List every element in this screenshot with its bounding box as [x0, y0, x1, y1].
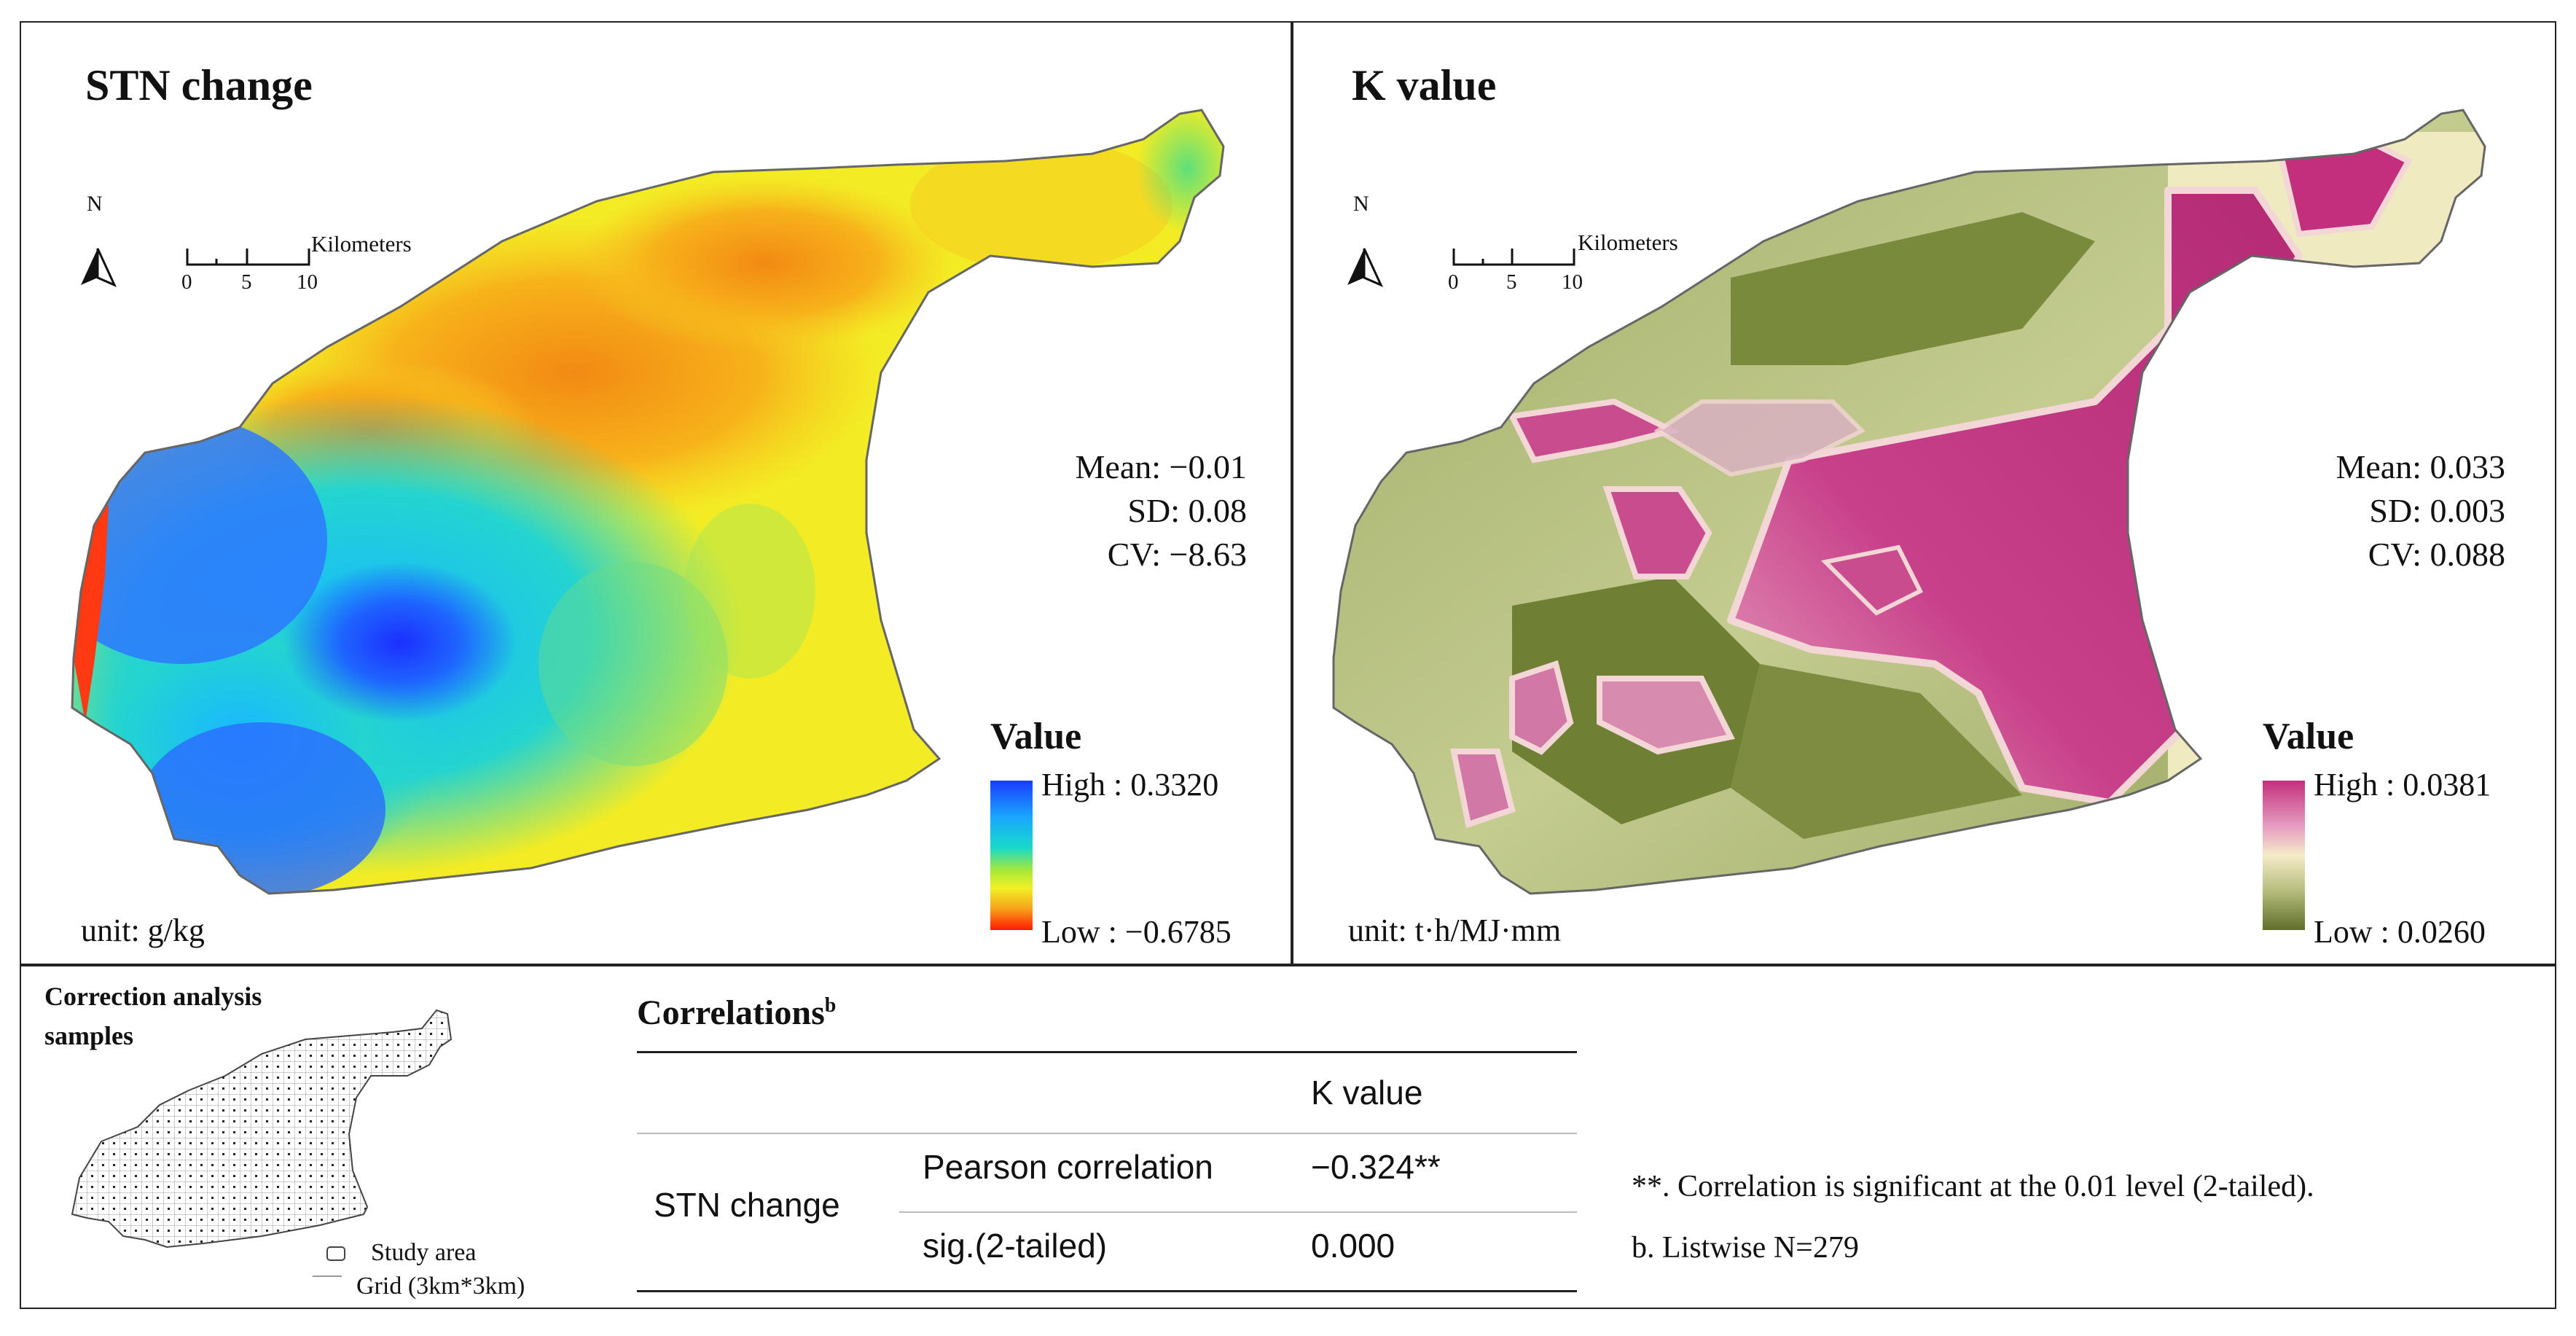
scale-tick-0: 0: [1448, 270, 1459, 294]
stn-cv: CV: −8.63: [1107, 536, 1247, 573]
k-legend-ramp: [2263, 781, 2305, 930]
table-top-rule: [637, 1051, 1577, 1053]
scale-tick-10: 10: [297, 270, 318, 294]
k-value-panel: K value: [1292, 21, 2556, 965]
k-cv: CV: 0.088: [2368, 536, 2505, 573]
table-bottom-rule: [637, 1290, 1577, 1292]
scale-tick-5: 5: [1506, 270, 1517, 294]
table-row-rule: [899, 1211, 1577, 1213]
k-panel-title: K value: [1352, 61, 1497, 109]
legend-grid: Grid (3km*3km): [356, 1273, 525, 1300]
scale-bar: [186, 249, 310, 266]
stn-panel-title: STN change: [85, 61, 313, 109]
study-area-icon: [326, 1246, 345, 1261]
correlation-panel: Correction analysis samples Study area G…: [20, 965, 2556, 1309]
scale-tick-10: 10: [1562, 270, 1583, 294]
k-sd: SD: 0.003: [2369, 492, 2505, 529]
table-header-rule: [637, 1133, 1577, 1134]
k-value-map: [1332, 109, 2486, 895]
scale-unit: Kilometers: [1578, 230, 1678, 255]
legend-study-area: Study area: [371, 1239, 477, 1266]
stn-legend-high: High : 0.3320: [1041, 767, 1219, 802]
stn-legend-low: Low : −0.6785: [1041, 914, 1232, 950]
k-mean: Mean: 0.033: [2336, 448, 2505, 485]
stn-legend-ramp: [990, 781, 1033, 930]
samples-title-line1: Correction analysis: [44, 982, 262, 1011]
note-listwise: b. Listwise N=279: [1632, 1231, 1859, 1265]
north-label: N: [1353, 192, 1369, 216]
samples-title-line2: samples: [44, 1021, 134, 1050]
scale-unit: Kilometers: [311, 231, 412, 257]
stn-mean: Mean: −0.01: [1075, 448, 1247, 485]
stn-change-panel: STN change: [20, 21, 1292, 965]
scale-bar: [1452, 249, 1575, 266]
stn-unit: unit: g/kg: [81, 913, 205, 948]
k-legend-high: High : 0.0381: [2314, 767, 2491, 802]
samples-grid-map: [71, 1009, 453, 1277]
stn-legend-title: Value: [990, 716, 1082, 757]
table-title: Correlationsb: [637, 993, 837, 1032]
row-label-stn-change: STN change: [654, 1186, 840, 1224]
north-arrow-icon: [1347, 248, 1384, 287]
north-arrow-icon: [81, 248, 117, 287]
north-label: N: [87, 192, 103, 216]
k-legend-title: Value: [2263, 716, 2354, 757]
k-unit: unit: t·h/MJ·mm: [1348, 913, 1562, 948]
row-sig-label: sig.(2-tailed): [923, 1227, 1108, 1265]
scale-tick-0: 0: [181, 270, 192, 294]
row-pearson-value: −0.324**: [1311, 1148, 1441, 1186]
k-legend-low: Low : 0.0260: [2314, 914, 2486, 950]
note-significance: **. Correlation is significant at the 0.…: [1632, 1170, 2314, 1203]
col-header-k-value: K value: [1311, 1074, 1423, 1112]
stn-map: [71, 109, 1225, 895]
scale-tick-5: 5: [241, 270, 252, 294]
row-sig-value: 0.000: [1311, 1227, 1395, 1265]
row-pearson-label: Pearson correlation: [923, 1148, 1213, 1186]
stn-sd: SD: 0.08: [1127, 492, 1247, 529]
